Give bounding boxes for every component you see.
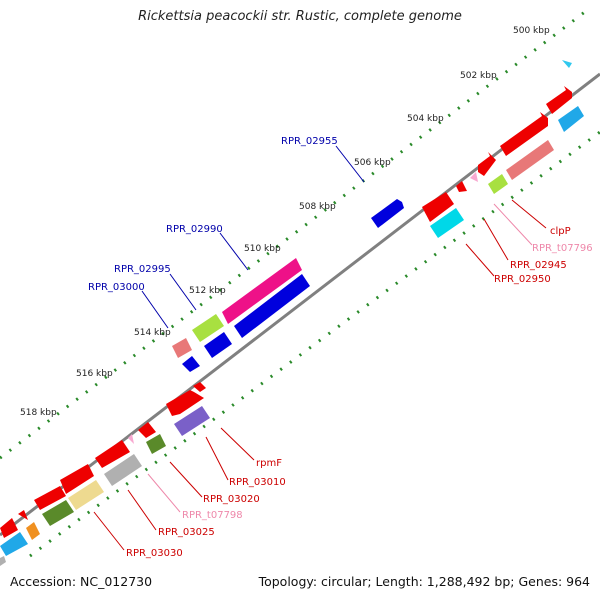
gene-label-clpp[interactable]: clpP bbox=[550, 226, 571, 237]
gene-labels: RPR_02955 RPR_02990 RPR_02995 RPR_03000 … bbox=[88, 136, 593, 559]
feature-arrow-red[interactable] bbox=[95, 440, 130, 468]
feature-arrow-olive[interactable] bbox=[42, 500, 74, 526]
gene-label-rpr-02950[interactable]: RPR_02950 bbox=[494, 274, 551, 285]
feature-arrow-red[interactable] bbox=[0, 518, 18, 538]
tick-label: 502 kbp bbox=[460, 71, 497, 81]
tick-label: 506 kbp bbox=[354, 158, 391, 168]
feature-arrow-red[interactable] bbox=[546, 86, 572, 114]
feature-arrow-lime[interactable] bbox=[488, 174, 508, 194]
feature-arrow-red[interactable] bbox=[422, 192, 454, 222]
callout-line bbox=[93, 511, 125, 551]
tick-label: 504 kbp bbox=[407, 114, 444, 124]
feature-arrow-blue[interactable] bbox=[371, 199, 404, 228]
callout-line bbox=[220, 427, 255, 461]
gene-label-rpr-03025[interactable]: RPR_03025 bbox=[158, 527, 215, 538]
feature-arrow-cyan[interactable] bbox=[430, 208, 464, 238]
gene-label-rpr-02995[interactable]: RPR_02995 bbox=[114, 264, 171, 275]
feature-arrow-red[interactable] bbox=[138, 422, 156, 438]
feature-arrow-pink[interactable] bbox=[128, 434, 134, 444]
callout-line bbox=[147, 473, 181, 513]
feature-arrow-salmon[interactable] bbox=[172, 338, 192, 358]
callout-line bbox=[141, 290, 169, 329]
feature-arrow-skyblue[interactable] bbox=[0, 532, 28, 556]
feature-arrow-skyblue[interactable] bbox=[558, 106, 584, 132]
gene-label-rpr-t07798[interactable]: RPR_t07798 bbox=[182, 510, 243, 521]
feature-arrow-olive[interactable] bbox=[146, 434, 166, 454]
inner-tick-track bbox=[29, 130, 600, 558]
feature-arrow-red[interactable] bbox=[478, 152, 496, 176]
callout-line bbox=[483, 218, 509, 261]
tick-labels: 500 kbp 502 kbp 504 kbp 506 kbp 508 kbp … bbox=[20, 26, 550, 418]
accession-label: Accession: NC_012730 bbox=[10, 574, 153, 589]
feature-arrow-red[interactable] bbox=[500, 112, 548, 156]
feature-arrow-blue[interactable] bbox=[234, 274, 310, 338]
callout-line bbox=[511, 199, 547, 229]
gene-label-rpr-03030[interactable]: RPR_03030 bbox=[126, 548, 183, 559]
feature-arrow-blue[interactable] bbox=[182, 356, 200, 372]
reverse-features bbox=[0, 106, 584, 566]
feature-arrow-red[interactable] bbox=[60, 464, 94, 494]
callout-line bbox=[493, 203, 533, 246]
tick-label: 518 kbp bbox=[20, 408, 57, 418]
callout-line bbox=[465, 243, 495, 277]
feature-arrow-cyan[interactable] bbox=[562, 60, 572, 68]
gene-label-rpr-03000[interactable]: RPR_03000 bbox=[88, 282, 145, 293]
callout-line bbox=[335, 145, 365, 183]
map-title: Rickettsia peacockii str. Rustic, comple… bbox=[138, 9, 462, 24]
feature-arrow-red[interactable] bbox=[34, 486, 66, 510]
callout-lines bbox=[93, 145, 547, 551]
gene-label-rpr-02955[interactable]: RPR_02955 bbox=[281, 136, 338, 147]
feature-arrow-orange[interactable] bbox=[26, 522, 40, 540]
callout-line bbox=[205, 436, 229, 481]
feature-arrow-khaki[interactable] bbox=[68, 480, 104, 510]
gene-label-rpr-03020[interactable]: RPR_03020 bbox=[203, 494, 260, 505]
tick-label: 500 kbp bbox=[513, 26, 550, 36]
feature-arrow-pink[interactable] bbox=[470, 172, 478, 182]
forward-features bbox=[0, 60, 572, 538]
gene-label-rpr-02990[interactable]: RPR_02990 bbox=[166, 224, 223, 235]
callout-line bbox=[169, 461, 203, 498]
tick-label: 512 kbp bbox=[189, 286, 226, 296]
feature-arrow-purple[interactable] bbox=[174, 406, 210, 436]
tick-label: 508 kbp bbox=[299, 202, 336, 212]
callout-line bbox=[127, 489, 157, 531]
callout-line bbox=[169, 273, 197, 311]
outer-tick-track bbox=[0, 6, 591, 460]
gene-label-rpmf[interactable]: rpmF bbox=[256, 458, 282, 469]
callout-line bbox=[219, 232, 249, 271]
gene-label-rpr-t07796[interactable]: RPR_t07796 bbox=[532, 243, 593, 254]
gene-label-rpr-02945[interactable]: RPR_02945 bbox=[510, 260, 567, 271]
tick-label: 516 kbp bbox=[76, 369, 113, 379]
feature-arrow-red[interactable] bbox=[193, 382, 206, 392]
feature-arrow-red[interactable] bbox=[456, 181, 467, 192]
feature-arrow-red[interactable] bbox=[18, 510, 28, 520]
feature-arrow-red[interactable] bbox=[166, 390, 204, 416]
feature-arrow-magenta[interactable] bbox=[222, 258, 302, 324]
tick-label: 514 kbp bbox=[134, 328, 171, 338]
gene-label-rpr-03010[interactable]: RPR_03010 bbox=[229, 477, 286, 488]
feature-arrow-lime[interactable] bbox=[192, 314, 224, 342]
feature-arrow-gray[interactable] bbox=[104, 454, 142, 486]
feature-arrow-blue[interactable] bbox=[204, 332, 232, 358]
feature-arrow-gray[interactable] bbox=[0, 556, 6, 566]
genome-summary: Topology: circular; Length: 1,288,492 bp… bbox=[258, 574, 590, 589]
tick-label: 510 kbp bbox=[244, 244, 281, 254]
feature-arrow-salmon[interactable] bbox=[506, 140, 554, 180]
